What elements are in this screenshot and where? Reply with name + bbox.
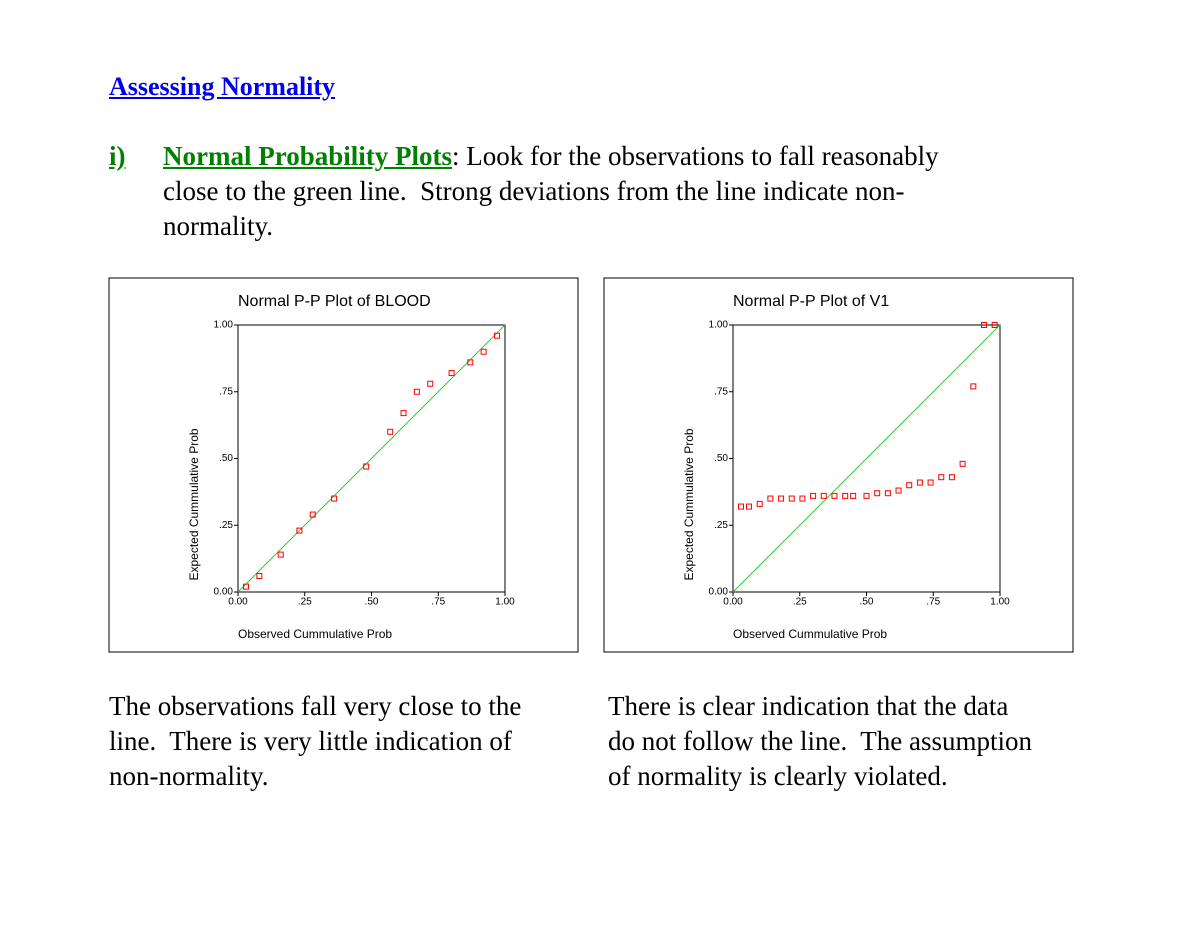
x-tick-label: 1.00 (990, 597, 1010, 608)
chart-title: Normal P-P Plot of V1 (733, 293, 889, 310)
section-text: : Look for the observations to fall reas… (451, 141, 939, 171)
section-text: normality. (163, 211, 273, 241)
data-point (810, 492, 817, 499)
x-tick-label: .25 (793, 597, 807, 608)
data-point (243, 583, 250, 590)
y-tick-label: .25 (714, 520, 728, 531)
y-tick-label: .50 (714, 453, 728, 464)
data-point (820, 492, 827, 499)
x-tick-label: .75 (926, 597, 940, 608)
data-point (799, 495, 806, 502)
data-point (991, 322, 998, 328)
data-point (493, 332, 500, 339)
data-point (746, 503, 753, 510)
x-tick-label: .75 (431, 597, 445, 608)
x-tick-label: .50 (365, 597, 379, 608)
x-tick-label: 0.00 (723, 597, 743, 608)
chart-title: Normal P-P Plot of BLOOD (238, 293, 431, 310)
data-point (756, 500, 763, 507)
heading: Assessing Normality (109, 72, 336, 101)
y-tick-label: .25 (219, 520, 233, 531)
y-tick-label: 0.00 (709, 587, 729, 598)
data-point (948, 474, 955, 481)
data-point (788, 495, 795, 502)
data-point (277, 551, 284, 558)
reference-line (237, 324, 506, 593)
chart-frame (108, 277, 579, 653)
data-point (413, 388, 420, 395)
y-tick-label: 1.00 (214, 320, 234, 331)
x-tick-label: .50 (860, 597, 874, 608)
y-tick-label: .75 (219, 386, 233, 397)
y-axis-label: Expected Cummulative Prob (187, 428, 201, 580)
y-tick-label: 0.00 (214, 587, 234, 598)
y-tick-label: .75 (714, 386, 728, 397)
data-point (916, 479, 923, 486)
data-point (363, 463, 370, 470)
data-point (778, 495, 785, 502)
section-line: Normal Probability Plots: Look for the o… (163, 139, 939, 174)
data-point (831, 492, 838, 499)
data-point (400, 410, 407, 417)
data-point (256, 572, 263, 579)
data-point (863, 492, 870, 499)
x-tick-label: .25 (298, 597, 312, 608)
data-point (448, 370, 455, 377)
caption: of normality is clearly violated. (608, 761, 948, 791)
caption: There is clear indication that the data (608, 691, 1009, 721)
x-axis-label: Observed Cummulative Prob (733, 627, 887, 641)
data-point (906, 482, 913, 489)
caption: do not follow the line. The assumption (608, 726, 1032, 756)
data-point (895, 487, 902, 494)
data-point (850, 492, 857, 499)
data-point (938, 474, 945, 481)
x-tick-label: 0.00 (228, 597, 248, 608)
data-point (296, 527, 303, 534)
data-point (738, 503, 745, 510)
data-point (970, 383, 977, 390)
caption: line. There is very little indication of (109, 726, 512, 756)
y-axis-label: Expected Cummulative Prob (682, 428, 696, 580)
data-point (427, 380, 434, 387)
data-point (331, 495, 338, 502)
x-axis-label: Observed Cummulative Prob (238, 627, 392, 641)
section-number: i) (109, 141, 126, 171)
reference-line (732, 324, 1001, 593)
data-point (309, 511, 316, 518)
section-title: Normal Probability Plots (163, 141, 452, 171)
y-tick-label: .50 (219, 453, 233, 464)
data-point (842, 492, 849, 499)
data-point (874, 490, 881, 497)
data-point (387, 428, 394, 435)
data-point (467, 359, 474, 366)
data-point (480, 348, 487, 355)
x-tick-label: 1.00 (495, 597, 515, 608)
caption: The observations fall very close to the (109, 691, 522, 721)
caption: non-normality. (109, 761, 269, 791)
data-point (884, 490, 891, 497)
data-point (927, 479, 934, 486)
y-tick-label: 1.00 (709, 320, 729, 331)
chart-frame (603, 277, 1074, 653)
data-point (959, 460, 966, 467)
data-point (767, 495, 774, 502)
data-point (980, 322, 987, 328)
section-text: close to the green line. Strong deviatio… (163, 176, 905, 206)
